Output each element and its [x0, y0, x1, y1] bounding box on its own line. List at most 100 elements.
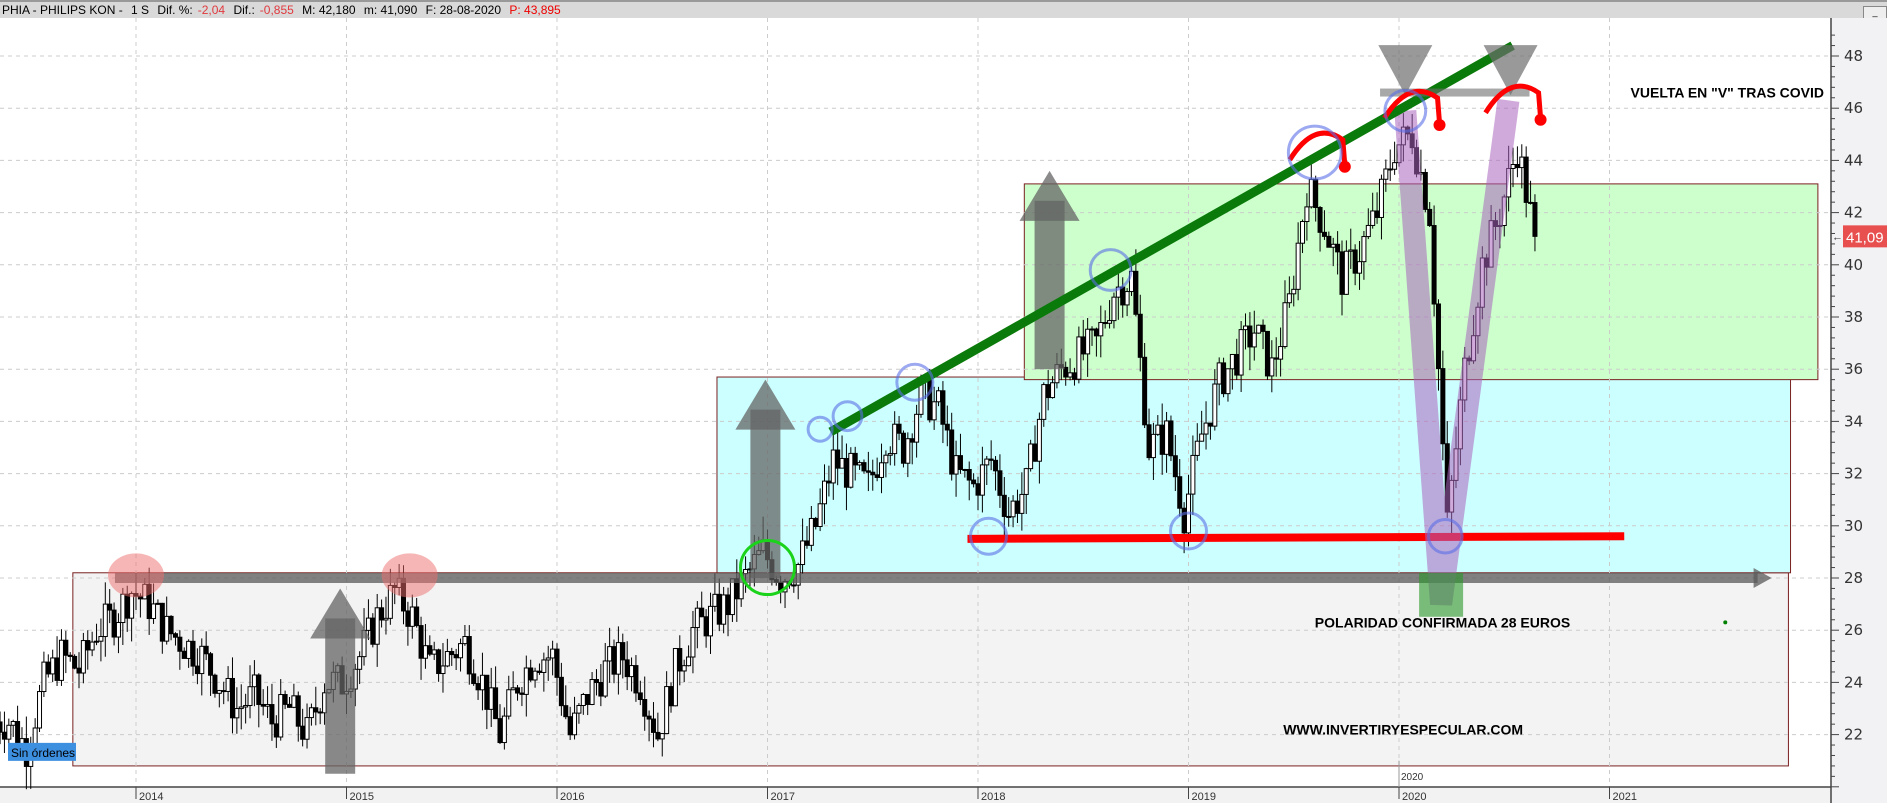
candle-body — [629, 665, 635, 678]
candle-body — [1339, 251, 1345, 295]
candle-body — [1435, 303, 1441, 370]
candle-body — [1199, 433, 1205, 442]
candle-body — [1378, 178, 1384, 218]
candle-body — [1234, 353, 1240, 376]
candle-body — [102, 603, 108, 638]
candle-body — [1251, 332, 1257, 348]
candle-body — [1365, 224, 1371, 238]
x-tick-label: 2019 — [1192, 791, 1216, 803]
candle-body — [1085, 328, 1091, 355]
candle-body — [944, 423, 950, 431]
candle-body — [550, 648, 556, 659]
candle-body — [1080, 336, 1086, 355]
candle-body — [541, 659, 547, 673]
candle-body — [804, 540, 810, 546]
candle-body — [615, 642, 621, 675]
candle-body — [107, 603, 113, 611]
candle-body — [1076, 336, 1082, 380]
candle-body — [1295, 242, 1301, 290]
candle-body — [1203, 422, 1209, 435]
x-axis-panel — [0, 787, 1831, 803]
candle-body — [357, 656, 363, 670]
candle-body — [681, 665, 687, 672]
candle-body — [870, 471, 876, 476]
candle-body — [10, 721, 16, 726]
candle-body — [1260, 324, 1266, 332]
annotation-text: WWW.INVERTIRYESPECULAR.COM — [1283, 721, 1523, 737]
candle-body — [58, 639, 64, 681]
candle-body — [208, 653, 214, 676]
candle-body — [536, 670, 542, 673]
candle-body — [1212, 383, 1218, 427]
candle-body — [707, 605, 713, 637]
candle-body — [1514, 164, 1520, 169]
y-tick-label: 38 — [1844, 308, 1863, 326]
candle-body — [883, 454, 889, 464]
candle-body — [475, 683, 481, 691]
dif-label: Dif.: — [233, 3, 255, 17]
up-arrow-icon — [1019, 170, 1080, 221]
candle-body — [1352, 249, 1358, 274]
candle-body — [111, 609, 117, 638]
candle-body — [286, 703, 292, 708]
candle-body — [1330, 243, 1336, 248]
candle-body — [1155, 424, 1161, 435]
candle-body — [1045, 384, 1051, 399]
candle-body — [414, 606, 420, 627]
candle-body — [1010, 500, 1016, 518]
candle-body — [1006, 515, 1012, 518]
candle-body — [852, 452, 858, 466]
dif: -0,855 — [259, 3, 294, 17]
candle-body — [94, 640, 100, 643]
candle-body — [304, 717, 310, 740]
candle-body — [444, 651, 450, 667]
candle-body — [664, 686, 670, 735]
candle-body — [1357, 261, 1363, 274]
dif-pct-label: Dif. %: — [157, 3, 193, 17]
top-marker-icon — [1483, 45, 1538, 96]
candle-body — [1264, 330, 1270, 377]
candle-body — [971, 479, 977, 485]
candle-body — [1221, 362, 1227, 395]
candle-body — [813, 517, 819, 528]
candle-body — [72, 655, 78, 669]
highlight-circle — [1383, 88, 1428, 133]
candle-body — [949, 429, 955, 475]
candle-body — [940, 390, 946, 425]
candle-body — [848, 452, 854, 488]
candle-body — [462, 636, 468, 645]
candle-body — [822, 480, 828, 505]
candle-body — [598, 682, 604, 697]
candle-body — [80, 640, 86, 674]
candle-body — [269, 704, 275, 725]
candle-body — [0, 721, 3, 733]
candle-body — [1019, 493, 1025, 514]
candle-body — [611, 646, 617, 675]
candle-body — [1120, 286, 1126, 306]
candle-body — [273, 723, 279, 738]
candle-body — [243, 704, 249, 708]
candle-body — [436, 649, 442, 675]
candle-body — [317, 711, 323, 714]
candle-body — [229, 677, 235, 719]
candle-body — [1321, 231, 1327, 237]
candle-body — [686, 656, 692, 667]
candle-body — [1089, 328, 1095, 331]
price-chart[interactable]: 22 24 26 28 30 32 34 36 38 40 42 44 46 48 2014 2015 2016… — [0, 18, 1887, 803]
x-tick-label: 2020 — [1402, 791, 1426, 803]
candle-body — [633, 665, 639, 694]
candle-body — [365, 617, 371, 631]
candle-body — [703, 616, 709, 637]
status-badge: Sin órdenes — [8, 742, 76, 761]
candle-body — [405, 610, 411, 627]
y-tick-label: 48 — [1844, 47, 1863, 65]
candle-body — [1528, 201, 1534, 204]
up-arrow-shaft — [750, 409, 781, 578]
candle-body — [694, 607, 700, 629]
candle-body — [953, 455, 959, 475]
candle-body — [646, 715, 652, 720]
candle-body — [690, 627, 696, 658]
candle-body — [721, 594, 727, 625]
candle-body — [431, 649, 437, 655]
candle-body — [1159, 424, 1165, 455]
